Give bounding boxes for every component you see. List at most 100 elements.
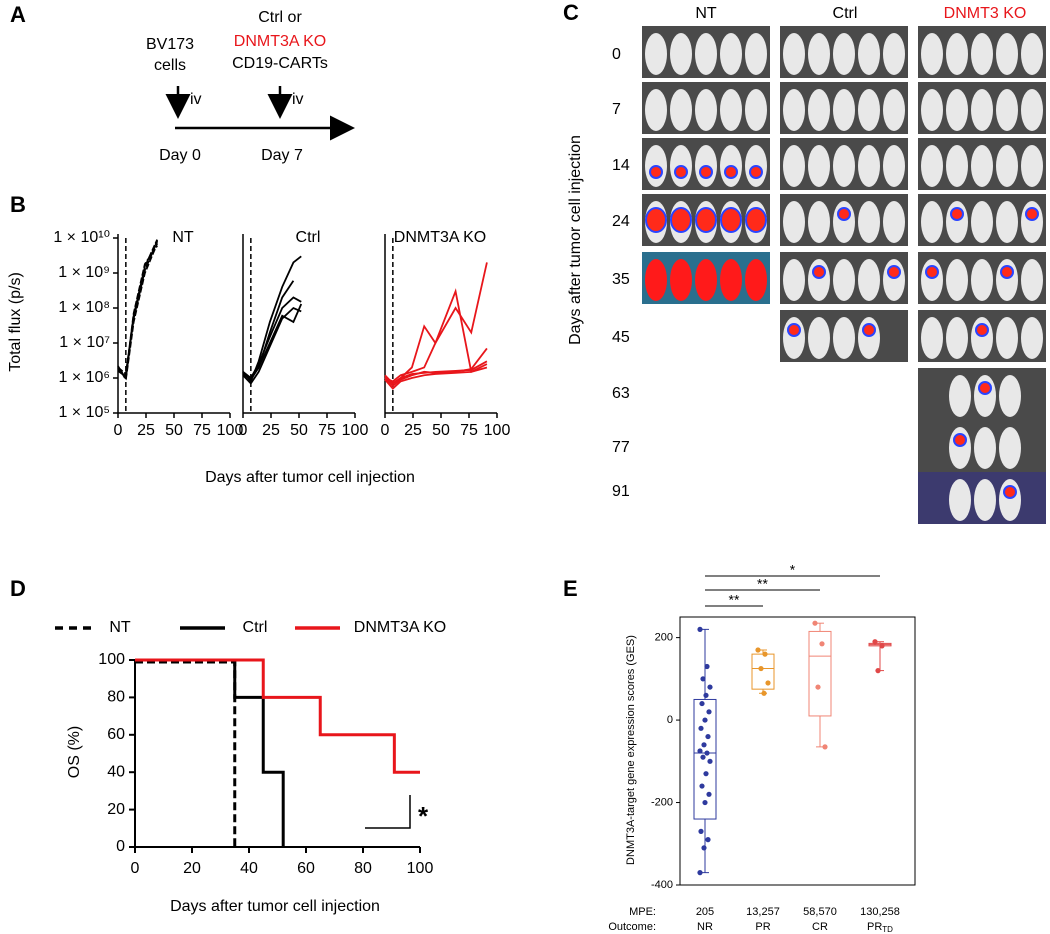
data-point (700, 754, 706, 760)
significance-bracket (365, 795, 411, 829)
mouse (695, 259, 717, 301)
route-label: iv (292, 91, 304, 108)
series-line (384, 288, 488, 383)
row-label: Outcome: (608, 921, 656, 933)
y-axis-label: Days after tumor cell injection (567, 135, 584, 345)
x-tick-label: 0 (239, 422, 248, 439)
data-point (707, 684, 713, 690)
x-tick-label: 100 (484, 422, 511, 439)
data-point (704, 750, 710, 756)
data-point (701, 845, 707, 851)
data-point (701, 742, 707, 748)
row-label: MPE: (629, 906, 656, 918)
row-label: 45 (612, 329, 630, 346)
mouse (783, 33, 805, 75)
mouse (783, 259, 805, 301)
mouse (858, 33, 880, 75)
signal (1000, 265, 1014, 279)
data-point (697, 626, 703, 632)
mouse (695, 33, 717, 75)
legend-label: NT (109, 619, 131, 636)
mouse (946, 33, 968, 75)
mouse (783, 89, 805, 131)
row-label: 0 (612, 46, 621, 63)
significance-label: * (418, 801, 429, 831)
data-point (765, 680, 771, 686)
signal (1003, 485, 1017, 499)
series-line (384, 360, 488, 385)
mouse (949, 375, 971, 417)
mouse (833, 89, 855, 131)
mouse (670, 89, 692, 131)
chart-title: DNMT3A KO (394, 229, 486, 246)
signal (649, 165, 663, 179)
signal (950, 207, 964, 221)
day-label: Day 0 (159, 147, 201, 164)
mouse (670, 33, 692, 75)
mouse (783, 201, 805, 243)
signal (837, 207, 851, 221)
legend-label: Ctrl (243, 619, 268, 636)
data-point (697, 748, 703, 754)
signal (787, 323, 801, 337)
y-tick-label: -200 (651, 796, 673, 808)
x-tick-label: 75 (193, 422, 211, 439)
signal (925, 265, 939, 279)
survival-curve (135, 658, 420, 774)
mouse (783, 145, 805, 187)
signal (645, 207, 667, 233)
series-line (242, 306, 302, 385)
mouse (808, 89, 830, 131)
tumor-label: cells (154, 57, 186, 74)
signal (887, 265, 901, 279)
row-label: 24 (612, 213, 630, 230)
panel-label: D (10, 576, 26, 601)
mouse (999, 375, 1021, 417)
outcome-label: CR (812, 921, 828, 933)
mouse (645, 259, 667, 301)
y-tick-label: 80 (107, 689, 125, 706)
series-line (117, 243, 159, 383)
mouse (858, 145, 880, 187)
data-point (879, 643, 885, 649)
mouse (921, 33, 943, 75)
x-tick-label: 25 (404, 422, 422, 439)
data-point (698, 725, 704, 731)
outcome-label: PRTD (867, 921, 893, 934)
mouse (883, 201, 905, 243)
x-tick-label: 100 (407, 860, 434, 877)
category-label: 205 (696, 906, 714, 918)
panel-label: B (10, 192, 26, 217)
data-point (700, 676, 706, 682)
mouse (921, 201, 943, 243)
x-tick-label: 40 (240, 860, 258, 877)
box (693, 698, 717, 820)
mouse (996, 201, 1018, 243)
mouse (971, 259, 993, 301)
mouse (808, 33, 830, 75)
mouse (745, 33, 767, 75)
mouse (720, 33, 742, 75)
data-point (706, 791, 712, 797)
category-label: 58,570 (803, 906, 837, 918)
mouse (996, 33, 1018, 75)
box (808, 630, 832, 717)
y-tick-label: 1 × 10⁶ (58, 369, 110, 386)
data-point (703, 771, 709, 777)
signal (1025, 207, 1039, 221)
signal (724, 165, 738, 179)
mouse (974, 479, 996, 521)
signal (695, 207, 717, 233)
mouse (883, 145, 905, 187)
mouse (971, 89, 993, 131)
y-tick-label: 1 × 10¹⁰ (53, 229, 110, 246)
mouse (946, 259, 968, 301)
box (751, 653, 775, 690)
signal (720, 207, 742, 233)
mouse (808, 201, 830, 243)
data-point (815, 684, 821, 690)
data-point (707, 758, 713, 764)
mouse (971, 33, 993, 75)
row-label: 7 (612, 101, 621, 118)
mouse (695, 89, 717, 131)
